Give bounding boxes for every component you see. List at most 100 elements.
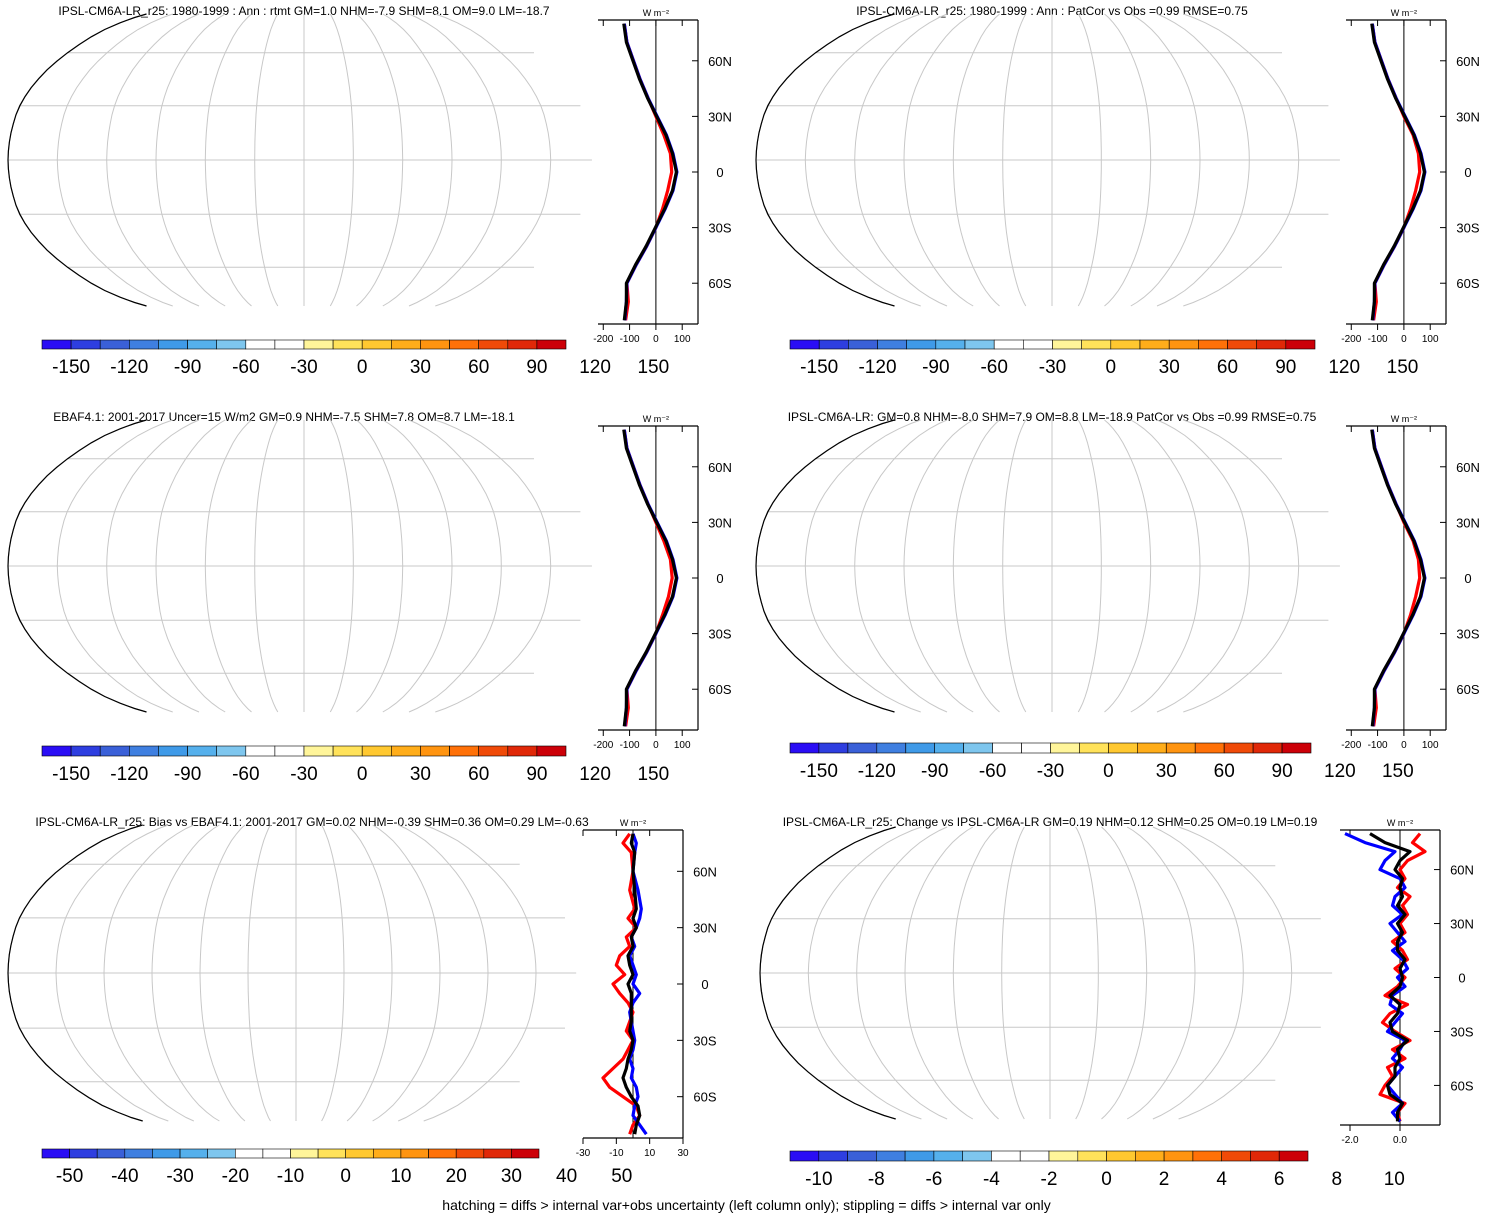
field-cell [255, 30, 264, 38]
colorbar-tick-label: 90 [526, 357, 547, 378]
field-cell [584, 106, 593, 116]
field-cell [411, 124, 420, 134]
stipple-dot [239, 157, 241, 159]
stipple-dot [140, 157, 143, 160]
field-cell [444, 53, 453, 62]
field-cell [559, 151, 568, 161]
stipple-dot [314, 284, 316, 286]
field-cell [460, 79, 469, 89]
field-cell [271, 45, 280, 54]
field-cell [575, 30, 584, 38]
stipple-dot [117, 31, 120, 34]
field-cell [8, 150, 18, 161]
field-cell [452, 283, 461, 291]
field-cell [164, 214, 173, 224]
field-cell [238, 88, 247, 98]
stipple-dot [162, 81, 164, 83]
field-cell [403, 187, 412, 197]
stipple-dot [422, 255, 424, 257]
field-cell [172, 115, 181, 125]
field-cell [82, 258, 92, 268]
stipple-dot [476, 50, 478, 52]
field-cell [312, 30, 321, 38]
field-cell [493, 259, 502, 268]
stipple-dot [377, 292, 379, 294]
field-cell [24, 283, 34, 292]
stipple-dot [469, 157, 471, 159]
field-cell [181, 250, 190, 259]
field-cell [534, 275, 543, 283]
stipple-dot [75, 254, 78, 257]
field-cell [57, 267, 67, 276]
field-cell [263, 214, 272, 224]
field-cell [90, 105, 100, 116]
field-cell [238, 133, 247, 143]
field-cell [551, 151, 560, 161]
field-cell [394, 275, 403, 283]
field-cell [370, 169, 379, 179]
stipple-dot [539, 255, 541, 257]
field-cell [345, 106, 354, 116]
stipple-dot [126, 92, 129, 94]
stipple-dot [581, 168, 583, 170]
field-cell [567, 14, 576, 18]
stipple-dot [221, 23, 223, 25]
field-cell [970, 45, 979, 54]
field-cell [386, 223, 395, 233]
field-cell [164, 187, 173, 197]
stipple-dot [586, 179, 588, 181]
stipple-dot [221, 50, 223, 52]
stipple-dot [537, 244, 539, 246]
field-cell [592, 142, 601, 152]
field-cell [370, 232, 379, 242]
field-cell [214, 303, 223, 307]
stipple-dot [218, 223, 220, 225]
field-cell [518, 275, 527, 283]
field-cell [197, 88, 206, 98]
field-cell [444, 267, 453, 276]
stipple-dot [213, 146, 215, 148]
stipple-dot [393, 284, 395, 286]
field-cell [584, 232, 593, 242]
field-cell [214, 133, 223, 143]
field-cell [337, 88, 346, 98]
stipple-dot [342, 23, 344, 25]
field-cell [353, 133, 362, 143]
stipple-dot [226, 255, 228, 257]
stipple-dot [320, 50, 322, 52]
field-cell [1027, 30, 1036, 38]
field-cell [312, 106, 321, 116]
field-cell [460, 160, 469, 170]
field-cell [575, 205, 584, 215]
field-cell [526, 160, 535, 170]
stipple-dot [252, 244, 254, 246]
stipple-dot [364, 275, 366, 277]
stipple-dot [178, 233, 180, 235]
stipple-dot [305, 92, 307, 94]
coastline [107, 276, 147, 294]
field-cell [230, 232, 239, 242]
field-cell [419, 88, 428, 98]
stipple-dot [415, 190, 417, 192]
stipple-dot [499, 275, 501, 277]
field-cell [386, 88, 395, 98]
stipple-dot [379, 284, 381, 286]
stipple-dot [440, 50, 442, 52]
field-cell [542, 70, 551, 79]
field-cell [1241, 37, 1250, 45]
field-cell [114, 114, 125, 125]
field-cell [238, 53, 247, 62]
field-cell [230, 53, 239, 62]
stipple-dot [28, 157, 31, 160]
stipple-dot [508, 146, 510, 148]
field-cell [114, 141, 125, 152]
stipple-dot [502, 157, 504, 159]
stipple-dot [399, 275, 401, 277]
field-cell [205, 267, 214, 276]
field-cell [551, 297, 560, 303]
field-cell [73, 44, 83, 54]
stipple-dot [61, 157, 64, 160]
field-cell [345, 303, 354, 307]
field-cell [214, 291, 223, 298]
stipple-dot [282, 32, 284, 34]
